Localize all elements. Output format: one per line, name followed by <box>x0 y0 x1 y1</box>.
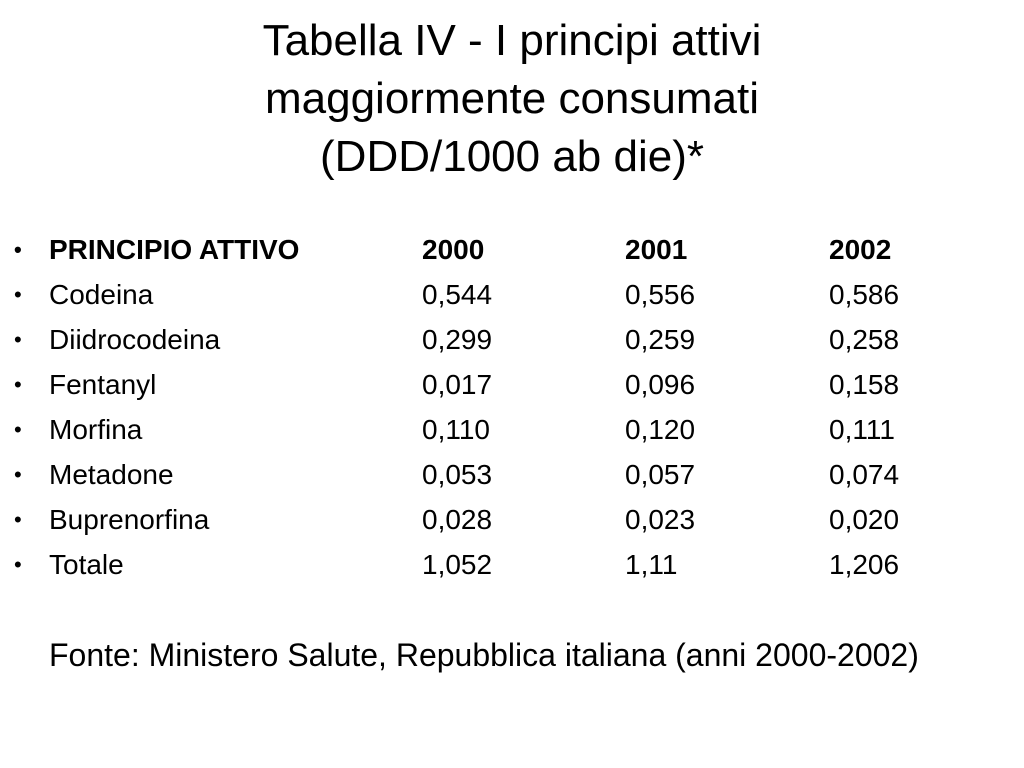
table-row-total: • Totale 1,052 1,11 1,206 <box>14 542 1004 587</box>
value-2000: 0,544 <box>422 279 493 310</box>
row-label: Buprenorfina <box>49 504 210 535</box>
bullet-icon: • <box>14 282 22 307</box>
header-2001: 2001 <box>625 234 688 265</box>
table-row: • Buprenorfina 0,028 0,023 0,020 <box>14 497 1004 542</box>
bullet-icon: • <box>14 417 22 442</box>
header-2000: 2000 <box>422 234 485 265</box>
row-label: Diidrocodeina <box>49 324 221 355</box>
row-label: Totale <box>49 549 124 580</box>
value-2002: 0,111 <box>829 414 895 445</box>
source-note: Fonte: Ministero Salute, Repubblica ital… <box>49 637 919 673</box>
value-2002: 0,074 <box>829 459 900 490</box>
table-row: • Diidrocodeina 0,299 0,259 0,258 <box>14 317 1004 362</box>
row-label: Fentanyl <box>49 369 157 400</box>
value-2001: 1,11 <box>625 549 678 580</box>
value-2001: 0,556 <box>625 279 696 310</box>
value-2001: 0,259 <box>625 324 696 355</box>
table-header-row: • PRINCIPIO ATTIVO 2000 2001 2002 <box>14 227 1004 272</box>
bullet-table: • PRINCIPIO ATTIVO 2000 2001 2002 • Code… <box>14 227 1004 587</box>
table-row: • Morfina 0,110 0,120 0,111 <box>14 407 1004 452</box>
bullet-icon: • <box>14 507 22 532</box>
value-2000: 0,299 <box>422 324 493 355</box>
value-2000: 0,053 <box>422 459 493 490</box>
value-2002: 1,206 <box>829 549 900 580</box>
bullet-icon: • <box>14 462 22 487</box>
value-2000: 0,110 <box>422 414 490 445</box>
value-2002: 0,020 <box>829 504 900 535</box>
row-label: Metadone <box>49 459 174 490</box>
value-2001: 0,096 <box>625 369 696 400</box>
value-2002: 0,158 <box>829 369 900 400</box>
value-2000: 0,028 <box>422 504 493 535</box>
title-line-3: (DDD/1000 ab die)* <box>320 132 704 181</box>
title-line-2: maggiormente consumati <box>264 74 759 123</box>
header-principio-attivo: PRINCIPIO ATTIVO <box>49 234 300 265</box>
table-row: • Metadone 0,053 0,057 0,074 <box>14 452 1004 497</box>
row-label: Morfina <box>49 414 143 445</box>
row-label: Codeina <box>49 279 154 310</box>
header-2002: 2002 <box>829 234 892 265</box>
value-2002: 0,258 <box>829 324 900 355</box>
table-row: • Codeina 0,544 0,556 0,586 <box>14 272 1004 317</box>
title-line-1: Tabella IV - I principi attivi <box>262 16 762 65</box>
value-2000: 1,052 <box>422 549 493 580</box>
value-2001: 0,023 <box>625 504 696 535</box>
table-row: • Fentanyl 0,017 0,096 0,158 <box>14 362 1004 407</box>
value-2001: 0,057 <box>625 459 696 490</box>
slide-title: Tabella IV - I principi attivi maggiorme… <box>112 12 912 186</box>
bullet-icon: • <box>14 327 22 352</box>
value-2002: 0,586 <box>829 279 900 310</box>
bullet-icon: • <box>14 552 22 577</box>
bullet-icon: • <box>14 372 22 397</box>
value-2000: 0,017 <box>422 369 493 400</box>
value-2001: 0,120 <box>625 414 696 445</box>
bullet-icon: • <box>14 237 22 262</box>
